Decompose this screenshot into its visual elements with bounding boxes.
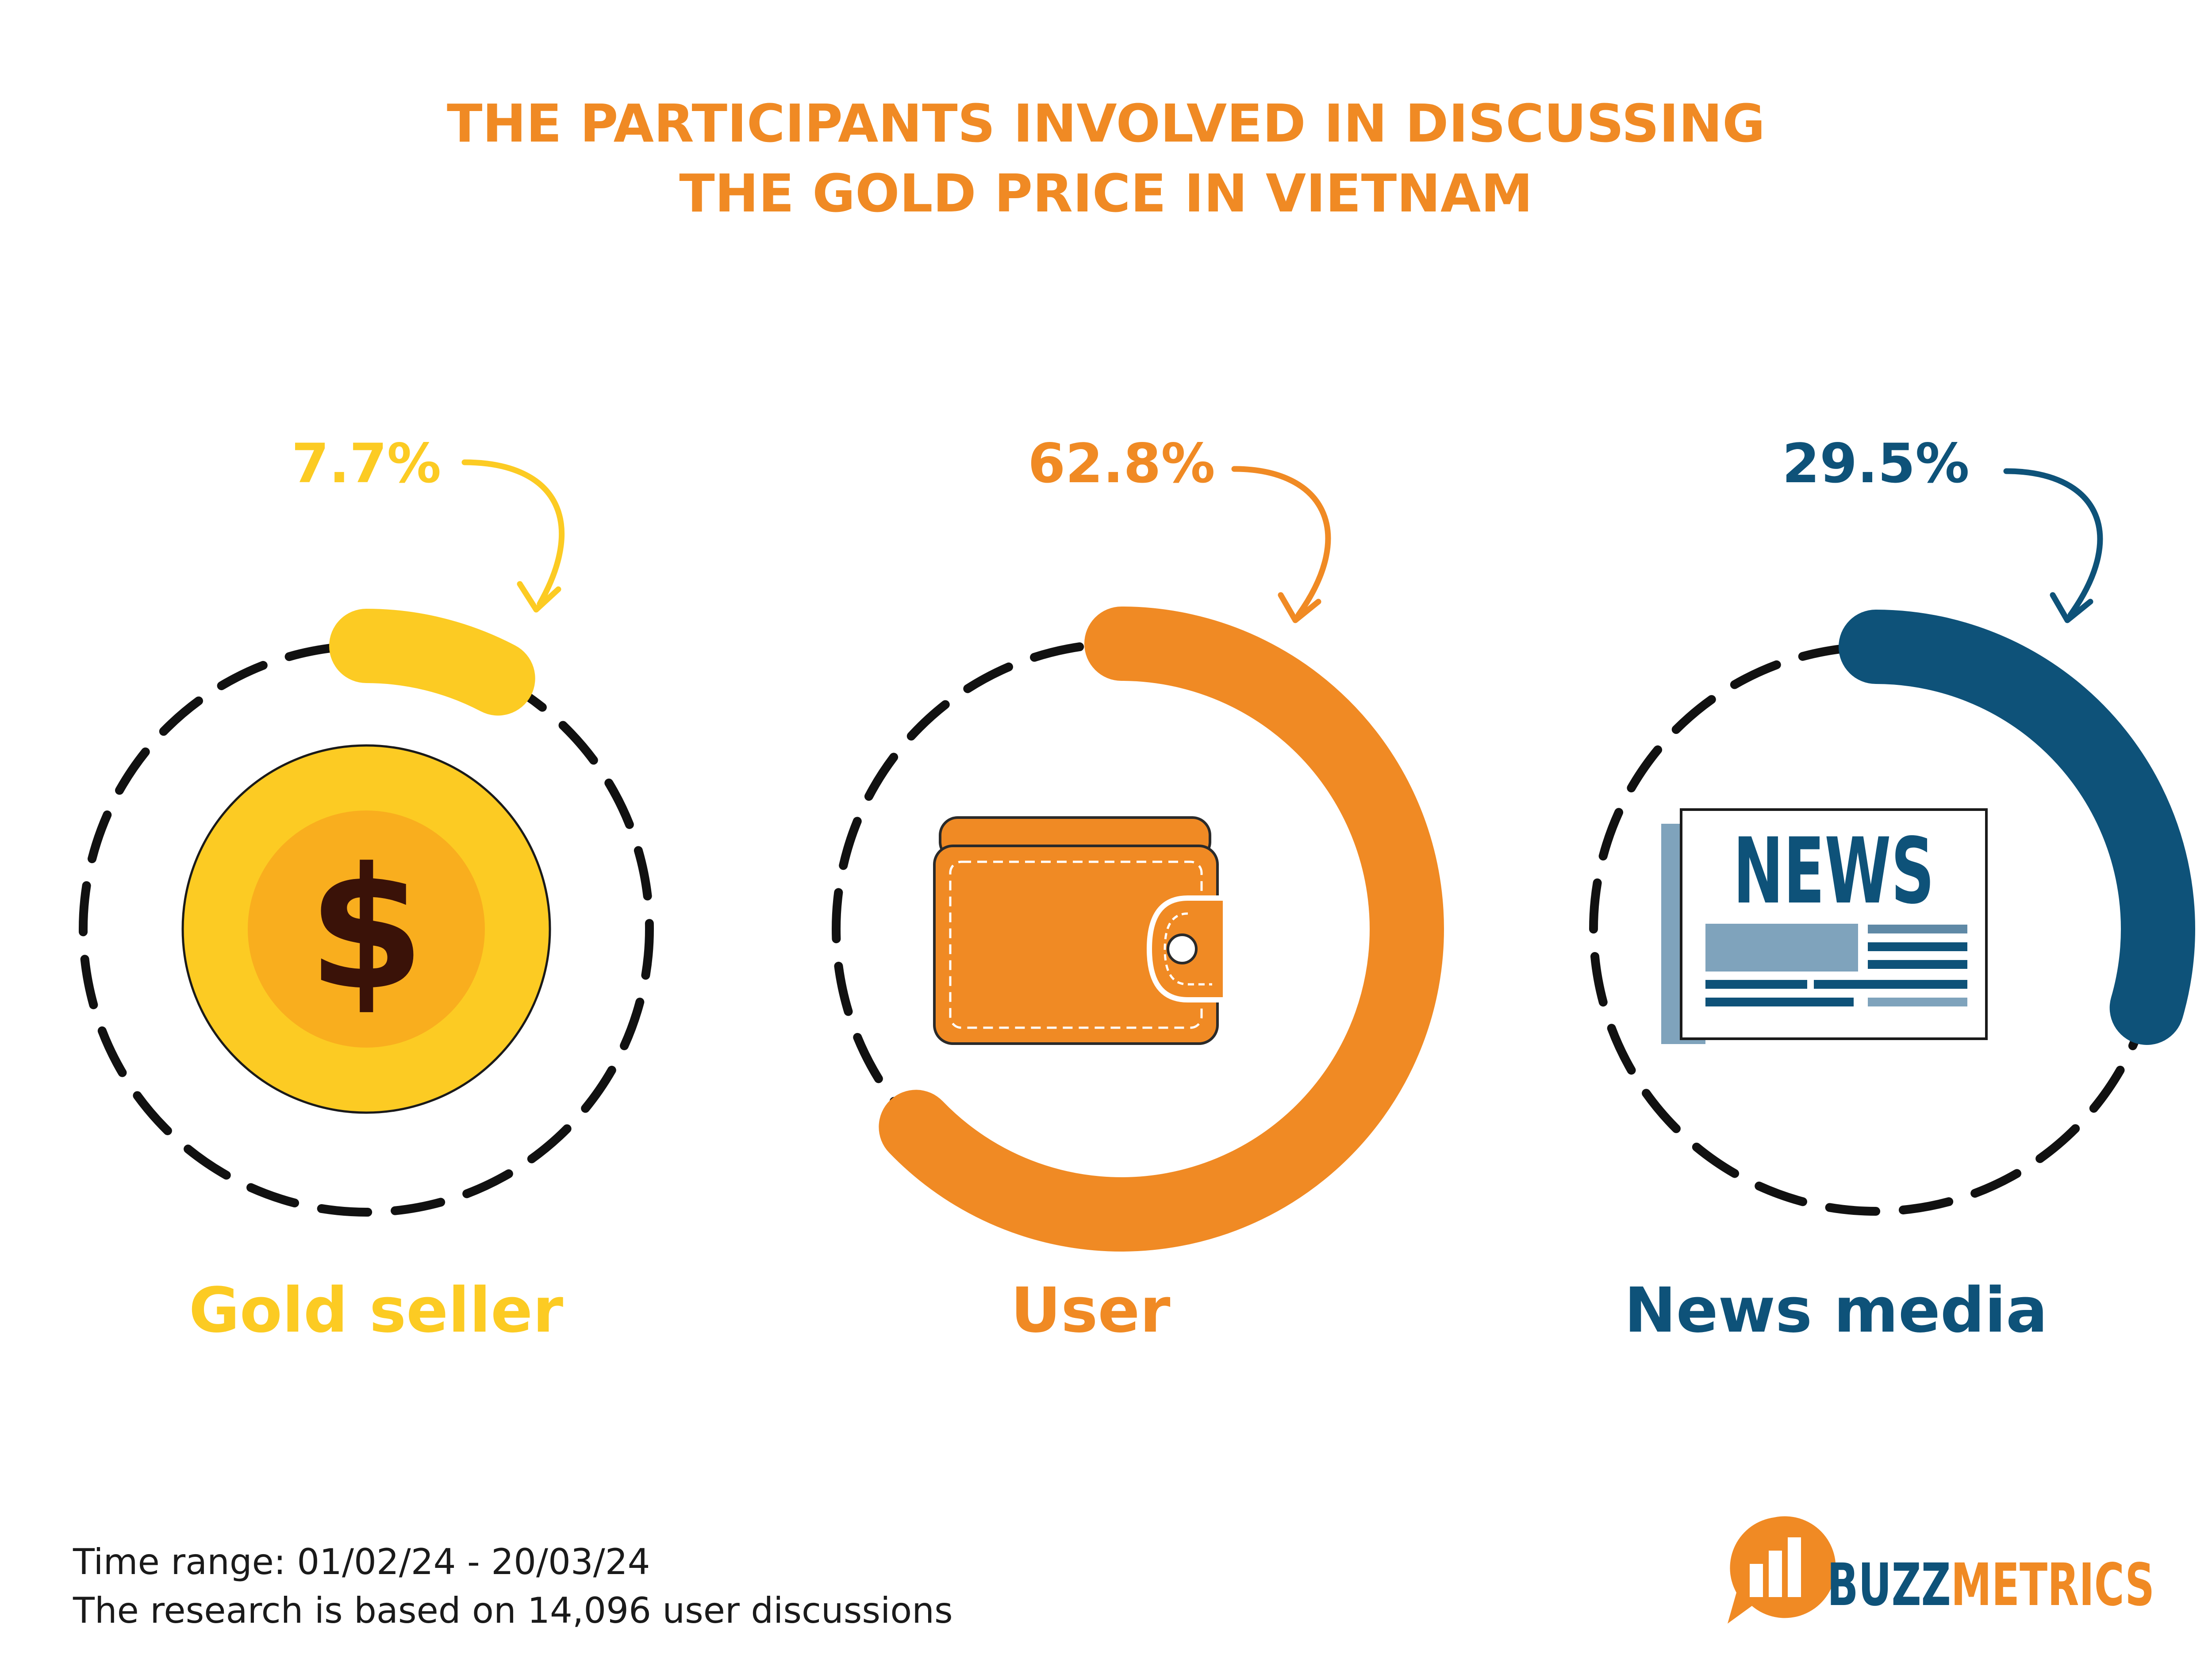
arrowhead-news-media	[2050, 592, 2093, 623]
coin-dollar-symbol: $	[308, 831, 425, 1027]
footer-time-range: Time range: 01/02/24 - 20/03/24	[73, 1541, 650, 1582]
arrowhead-user	[1278, 592, 1321, 623]
wallet-icon	[933, 816, 1228, 1045]
percent-label-user: 62.8%	[1028, 432, 1215, 495]
logo-part-buzz: BUZZ	[1827, 1551, 1951, 1619]
footer-research-note: The research is based on 14,096 user dis…	[73, 1590, 953, 1631]
percent-label-news-media: 29.5%	[1782, 432, 1969, 495]
logo-part-metrics: METRICS	[1951, 1551, 2154, 1619]
title-line-2: THE GOLD PRICE IN VIETNAM	[679, 163, 1532, 224]
percent-label-gold-seller: 7.7%	[292, 432, 441, 495]
arrow-news-media	[2003, 468, 2103, 618]
category-label-news-media: News media	[1624, 1275, 2047, 1347]
dollar-coin-icon: $	[181, 744, 551, 1114]
buzzmetrics-logo: BUZZMETRICS	[1728, 1516, 2154, 1624]
news-media-donut	[1589, 610, 2195, 1216]
news-headline-word: NEWS	[1733, 819, 1935, 924]
user-donut	[832, 607, 1444, 1252]
buzzmetrics-logo-icon	[1728, 1516, 1836, 1624]
donut-arc-user	[879, 607, 1444, 1252]
buzzmetrics-logo-text: BUZZMETRICS	[1827, 1551, 2154, 1619]
arrow-user	[1231, 466, 1331, 618]
donut-arc-news-media	[1839, 610, 2195, 1045]
arrowhead-gold-seller	[517, 581, 561, 613]
gold-seller-donut	[79, 609, 654, 1217]
category-label-gold-seller: Gold seller	[189, 1275, 563, 1347]
donut-arc-gold-seller	[329, 609, 535, 716]
newspaper-icon: NEWS	[1661, 808, 1988, 1044]
arrow-gold-seller	[461, 459, 565, 607]
title-line-1: THE PARTICIPANTS INVOLVED IN DISCUSSING	[447, 93, 1765, 154]
category-label-user: User	[1010, 1275, 1170, 1347]
